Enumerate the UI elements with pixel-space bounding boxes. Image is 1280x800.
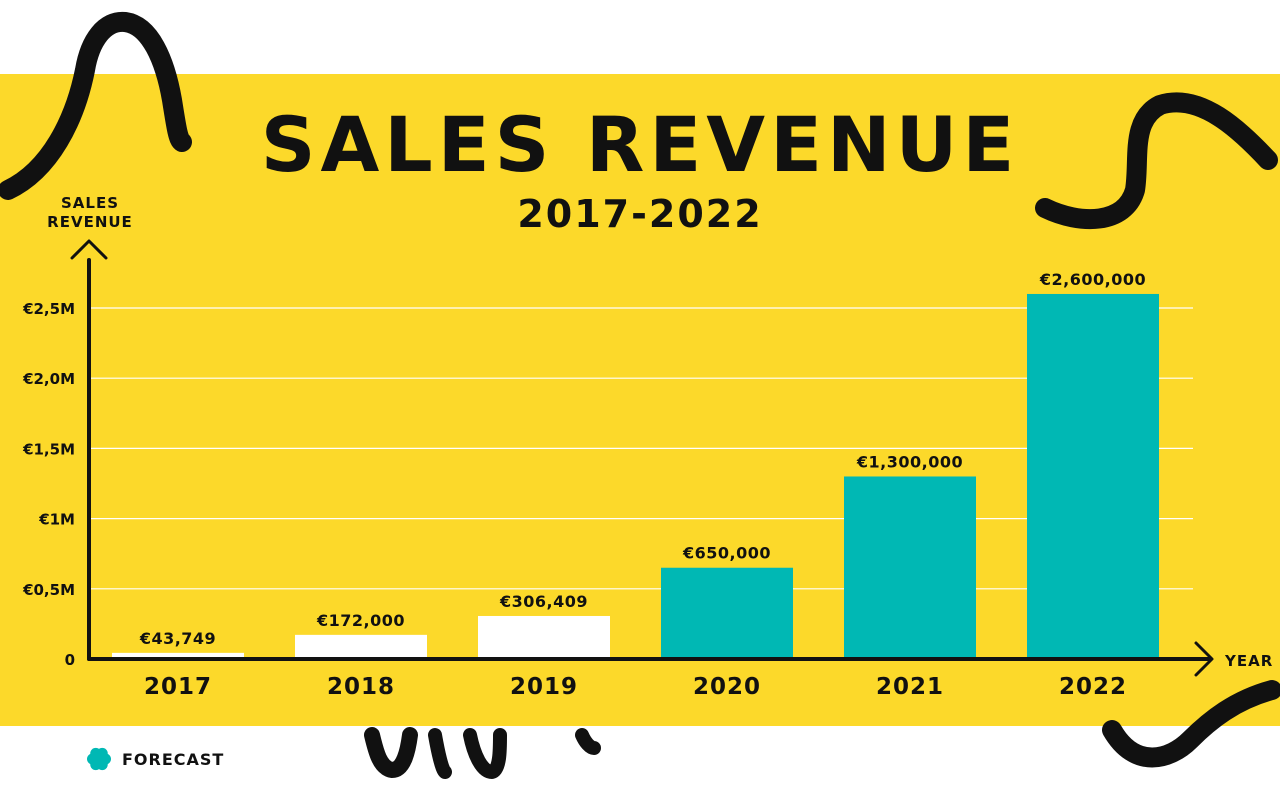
y-tick-label: €1M xyxy=(38,511,75,529)
bar-2018 xyxy=(295,634,427,659)
doodle-top-right xyxy=(1035,92,1278,229)
bar-value-label: €306,409 xyxy=(499,592,588,611)
bars xyxy=(112,293,1159,659)
x-axis-title: YEAR xyxy=(1224,652,1273,670)
x-tick-label: 2019 xyxy=(510,674,578,700)
x-tick-label: 2021 xyxy=(876,674,944,700)
bar-value-label: €650,000 xyxy=(682,544,771,563)
bar-2020 xyxy=(661,567,793,659)
y-tick-label: €0,5M xyxy=(22,581,75,599)
x-tick-label: 2020 xyxy=(693,674,761,700)
bar-value-label: €43,749 xyxy=(139,629,216,648)
doodle-bottom-3 xyxy=(463,728,507,779)
bar-value-label: €1,300,000 xyxy=(856,452,963,471)
axes xyxy=(70,239,1214,677)
doodle-bottom-1 xyxy=(364,727,418,778)
doodle-bottom-2 xyxy=(428,728,452,779)
chart-subtitle: 2017-2022 xyxy=(517,192,763,236)
bar-2021 xyxy=(844,476,976,659)
y-tick-label: €1,5M xyxy=(22,440,75,458)
y-axis-title: SALES REVENUE xyxy=(47,194,133,231)
bar-value-labels: €43,749 €172,000 €306,409 €650,000 €1,300,00… xyxy=(139,270,1146,648)
bar-value-label: €172,000 xyxy=(316,611,405,630)
legend: FORECAST xyxy=(86,746,224,772)
bar-2022 xyxy=(1027,293,1159,659)
doodle-top-left xyxy=(0,11,192,200)
x-tick-label: 2017 xyxy=(144,674,212,700)
flower-icon xyxy=(87,747,111,771)
doodle-bottom-right xyxy=(1102,680,1280,768)
y-axis-arrow xyxy=(70,239,108,260)
y-tick-label: €2,5M xyxy=(22,300,75,318)
x-tick-label: 2018 xyxy=(327,674,395,700)
legend-label-forecast: FORECAST xyxy=(122,749,225,769)
bar-2017 xyxy=(112,652,244,659)
bar-value-label: €2,600,000 xyxy=(1039,270,1146,289)
gridlines xyxy=(89,307,1193,590)
flower-center xyxy=(94,754,104,764)
y-tick-label: 0 xyxy=(65,651,75,669)
bar-2019 xyxy=(478,615,610,659)
x-axis-arrow xyxy=(1194,641,1214,677)
chart-title: SALES REVENUE xyxy=(260,100,1020,189)
y-tick-label: €2,0M xyxy=(22,370,75,388)
doodle-bottom-4 xyxy=(575,728,601,755)
x-tick-label: 2022 xyxy=(1059,674,1127,700)
x-tick-labels: 2017 2018 2019 2020 2021 2022 xyxy=(144,674,1127,700)
y-tick-labels: 0 €0,5M €1M €1,5M €2,0M €2,5M xyxy=(22,300,75,669)
